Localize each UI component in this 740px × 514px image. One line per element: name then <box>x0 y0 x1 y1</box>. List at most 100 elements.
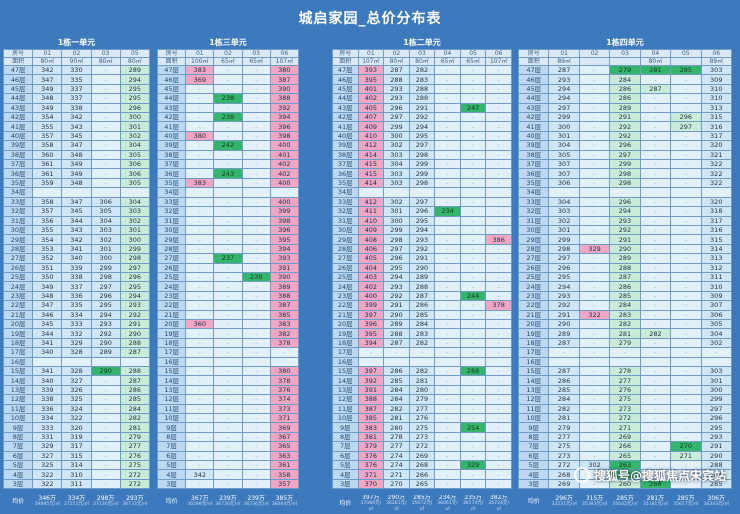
total-cell: 315万 35383元/㎡ <box>578 494 611 510</box>
floor-row: 13层 - - -376 <box>156 384 300 396</box>
price-cell: 303 <box>548 206 580 217</box>
floor-label: 29层 <box>156 234 187 245</box>
price-cell: - <box>241 177 271 189</box>
price-cell: 306 <box>119 159 151 170</box>
price-cell: - <box>185 112 215 123</box>
price-cell: - <box>578 450 611 462</box>
price-cell: 304 <box>90 215 121 226</box>
price-cell: 279 <box>408 394 436 405</box>
price-cell: 349 <box>32 281 63 292</box>
price-cell: - <box>434 394 461 405</box>
price-cell: - <box>670 384 702 396</box>
unit-area-header: 65㎡ <box>213 57 243 66</box>
price-cell: 404 <box>357 262 385 273</box>
floor-label: 21层 <box>2 309 34 320</box>
price-cell: 392 <box>269 102 300 114</box>
price-cell: 288 <box>408 93 436 104</box>
price-cell: - <box>90 422 121 433</box>
price-cell: - <box>485 337 512 349</box>
floor-row: 43层 405 296 291-247- <box>332 102 512 114</box>
price-cell: - <box>670 413 702 424</box>
area-header-row: 面积 107㎡ 80㎡ 80㎡ 65㎡ 65㎡ 107㎡ <box>332 57 512 66</box>
price-cell: 295 <box>119 281 151 292</box>
price-cell: - <box>485 224 512 236</box>
total-row: 均价 397万 37084元/㎡ 290万 36281元/㎡ 285万 35672元/㎡ 23… <box>332 494 512 514</box>
floor-row: 18层 394 287 282- - - <box>332 337 512 349</box>
price-cell: - <box>90 384 121 396</box>
floor-label: 33层 <box>2 196 34 208</box>
price-cell: 296 <box>548 262 580 273</box>
floor-row: 17层 340 328 289 287 <box>2 347 151 358</box>
floor-label: 9层 <box>517 422 550 433</box>
price-cell: 394 <box>357 337 385 349</box>
price-cell: 291 <box>609 112 641 123</box>
price-cell: - <box>485 394 512 405</box>
price-cell: - <box>213 384 243 396</box>
price-cell: 277 <box>408 403 436 415</box>
floor-row: 34层 <box>156 187 300 198</box>
floor-label: 13层 <box>156 384 187 396</box>
floor-row: 45层 401 293 288- - - <box>332 83 512 95</box>
price-cell: 309 <box>700 290 733 302</box>
floor-label: 20层 <box>2 318 34 330</box>
price-cell: 324 <box>61 403 92 415</box>
price-cell: 296 <box>90 290 121 302</box>
price-cell: 388 <box>269 93 300 104</box>
price-cell: 291 <box>700 441 733 452</box>
price-cell: 295 <box>700 422 733 433</box>
floor-row: 21层 291 322 283- -306 <box>517 309 733 320</box>
unit-price: 34343元/㎡ <box>703 501 729 507</box>
price-cell: 335 <box>61 74 92 85</box>
price-cell: - <box>241 347 271 358</box>
price-cell: - <box>241 83 271 95</box>
floor-row: 36层 -243-402 <box>156 168 300 179</box>
price-cell: - <box>485 177 512 189</box>
total-cell: 367万 36599元/㎡ <box>185 494 215 510</box>
total-row: 均价 367万 36599元/㎡ 239万 36736元/㎡ 239万 36736元/㎡ 38… <box>156 494 300 510</box>
price-cell: - <box>639 450 672 462</box>
price-cell: - <box>241 93 271 104</box>
price-cell: 383 <box>185 64 215 76</box>
price-cell: - <box>485 450 512 462</box>
price-cell: 296 <box>119 271 151 283</box>
price-cell: 268 <box>408 460 436 471</box>
price-cell: - <box>434 83 461 95</box>
floor-label: 14层 <box>332 375 359 386</box>
total-price: 239万 <box>247 494 265 502</box>
floor-label: 31层 <box>156 215 187 226</box>
unit-area-header: 80㎡ <box>639 57 672 66</box>
floor-label: 8层 <box>332 431 359 443</box>
price-cell: 383 <box>269 318 300 330</box>
price-cell: 326 <box>61 384 92 396</box>
floor-row: 46层 293-284- -309 <box>517 74 733 85</box>
price-cell: - <box>269 347 300 358</box>
price-cell: 398 <box>269 130 300 142</box>
price-cell <box>61 356 92 368</box>
price-cell: - <box>578 93 611 104</box>
floor-row: 17层 - - - - - - <box>332 347 512 358</box>
unit-number-header: 04 <box>434 49 461 58</box>
floor-row: 6层 376 274 269- - - <box>332 450 512 462</box>
price-cell <box>61 187 92 198</box>
floor-label: 18层 <box>332 337 359 349</box>
floor-label: 5层 <box>332 460 359 471</box>
floor-row: 21层 397 290 285- - - <box>332 309 512 320</box>
price-cell: 320 <box>700 196 733 208</box>
price-cell: 395 <box>269 234 300 245</box>
price-cell: 299 <box>383 121 410 132</box>
price-cell: - <box>213 478 243 490</box>
price-cell: - <box>434 450 461 462</box>
price-cell: 281 <box>548 413 580 424</box>
price-cell: 304 <box>383 159 410 170</box>
unit-price: 36061元/㎡ <box>437 501 458 513</box>
price-cell: 282 <box>609 318 641 330</box>
price-cell: 299 <box>90 262 121 273</box>
price-cell: 312 <box>700 262 733 273</box>
floor-row: 37层 415 304 299- - - <box>332 159 512 170</box>
total-price: 306万 <box>707 494 725 502</box>
price-cell: 329 <box>61 337 92 349</box>
price-cell: - <box>185 215 215 226</box>
price-cell: - <box>434 234 461 245</box>
price-cell <box>639 356 672 368</box>
price-cell: - <box>670 300 702 311</box>
